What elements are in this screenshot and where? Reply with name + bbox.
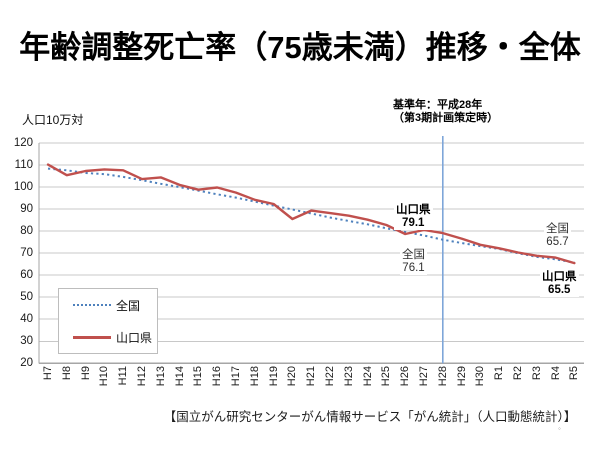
x-axis-tick-label: H17: [230, 366, 242, 387]
annotation-yamaguchi-h28: 山口県 79.1: [394, 204, 433, 230]
y-axis-tick-label: 40: [20, 313, 33, 325]
x-axis-tick-label: R1: [493, 366, 505, 381]
x-axis-tick-label: H14: [174, 366, 186, 387]
x-axis-tick-label: R3: [531, 366, 543, 381]
base-year-line2: （第3期計画策定時）: [393, 111, 499, 124]
y-axis-tick-label: 110: [14, 159, 33, 171]
y-axis-tick-label: 30: [20, 335, 33, 347]
yamaguchi-line: [46, 163, 576, 265]
x-axis-tick-label: H29: [456, 366, 468, 387]
annotation-yamaguchi-r5-label: 山口県: [542, 271, 577, 283]
legend-item-national: 全国: [73, 297, 157, 314]
x-axis-tick-label: H22: [324, 366, 336, 387]
x-axis-tick-label: R5: [568, 366, 580, 381]
legend-label-national: 全国: [116, 298, 141, 313]
national-line: [47, 167, 575, 264]
x-axis-tick-label: H8: [61, 366, 73, 381]
x-axis-tick-label: H19: [268, 366, 280, 387]
yamaguchi-solid-line-sample: [73, 335, 111, 339]
x-axis-tick-label: H30: [474, 366, 486, 387]
y-axis-tick-label: 70: [20, 247, 33, 259]
x-axis-tick-label: H12: [136, 366, 148, 387]
x-axis-tick-label: H28: [437, 366, 449, 387]
annotation-yamaguchi-r5: 山口県 65.5: [540, 271, 579, 297]
x-axis-tick-label: H23: [343, 366, 355, 387]
y-axis-tick-label: 50: [20, 291, 33, 303]
annotation-zenkoku-r5-label: 全国: [546, 223, 569, 235]
annotation-zenkoku-r5-value: 65.7: [546, 236, 569, 248]
x-axis-tick-label: H26: [399, 366, 411, 387]
y-axis-tick-label: 20: [20, 357, 33, 369]
x-axis-tick-label: H10: [98, 366, 110, 387]
x-axis-tick-label: R2: [512, 366, 524, 381]
y-axis-unit-label: 人口10万対: [22, 113, 84, 127]
x-axis-tick-label: H27: [418, 366, 430, 387]
y-axis-tick-label: 80: [20, 225, 33, 237]
x-axis-tick-label: H21: [305, 366, 317, 387]
chart-legend: 全国 山口県: [58, 288, 158, 354]
x-axis-tick-label: H13: [155, 366, 167, 387]
annotation-yamaguchi-h28-value: 79.1: [402, 217, 425, 229]
x-axis-tick-label: H18: [249, 366, 261, 387]
x-axis-tick-label: H11: [117, 366, 129, 386]
base-year-annotation: 基準年：平成28年 （第3期計画策定時）: [393, 99, 498, 124]
x-axis-tick-label: H20: [286, 366, 298, 387]
x-axis-tick-label: R4: [550, 366, 562, 381]
page-number-mark: ◦: [558, 424, 561, 433]
y-axis-tick-label: 120: [13, 137, 33, 149]
annotation-yamaguchi-h28-label: 山口県: [396, 204, 431, 216]
x-axis-tick-label: H25: [380, 366, 392, 387]
national-dotted-line-sample: [73, 304, 111, 306]
page-title: 年齢調整死亡率（75歳未満）推移・全体: [19, 30, 581, 65]
x-axis-tick-label: H9: [80, 366, 92, 381]
annotation-zenkoku-r5: 全国 65.7: [544, 223, 571, 249]
x-axis-tick-label: H24: [362, 366, 374, 387]
legend-label-yamaguchi: 山口県: [116, 330, 153, 345]
x-axis-tick-label: H16: [211, 366, 223, 387]
annotation-zenkoku-h28-value: 76.1: [402, 262, 425, 274]
y-axis-tick-label: 60: [20, 269, 33, 281]
legend-item-yamaguchi: 山口県: [73, 329, 157, 346]
base-year-line1: 基準年：平成28年: [393, 99, 483, 111]
annotation-zenkoku-h28-label: 全国: [402, 249, 425, 261]
annotation-zenkoku-h28: 全国 76.1: [400, 249, 427, 275]
annotation-yamaguchi-r5-value: 65.5: [548, 284, 571, 296]
x-axis-tick-label: H7: [42, 366, 54, 381]
source-citation: 【国立がん研究センターがん情報サービス「がん統計」（人口動態統計）】: [163, 410, 577, 424]
x-axis-tick-label: H15: [192, 366, 204, 387]
y-axis-tick-label: 100: [13, 181, 33, 193]
y-axis-tick-label: 90: [20, 203, 33, 215]
